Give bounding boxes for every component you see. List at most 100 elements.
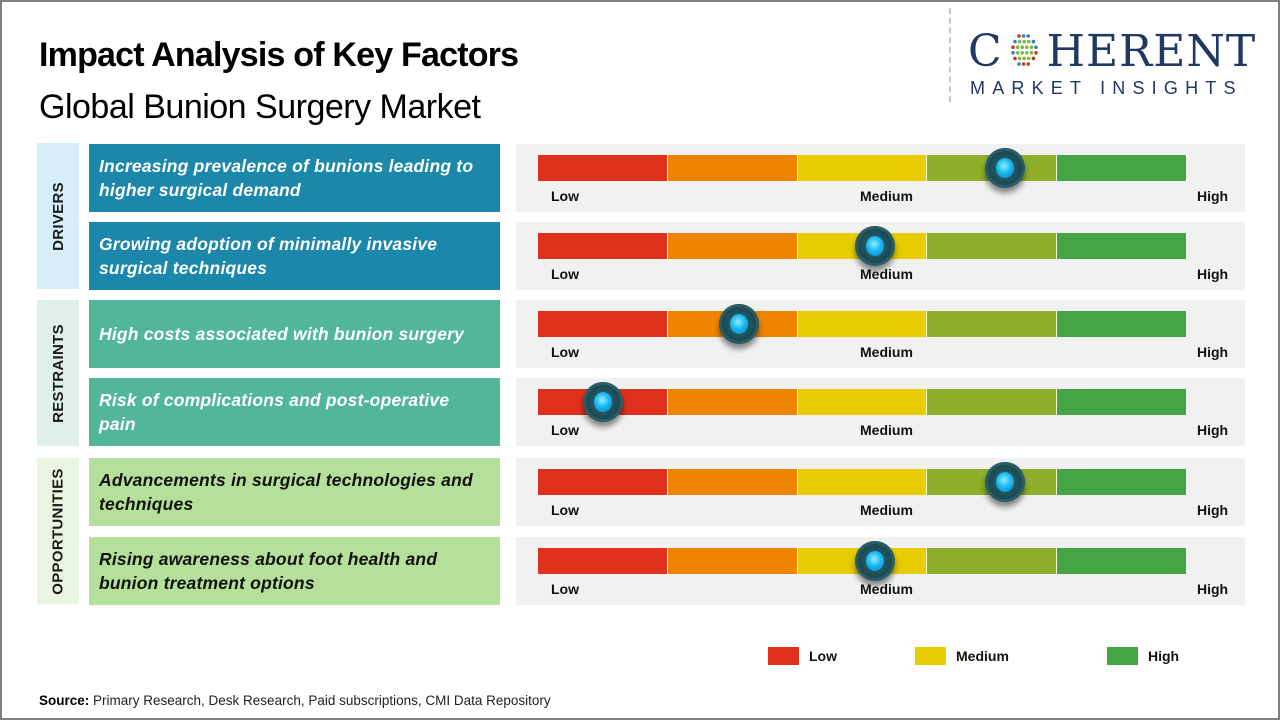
factor-box: Rising awareness about foot health and b… [89, 537, 500, 605]
factor-box: Risk of complications and post-operative… [89, 378, 500, 446]
globe-dot [1015, 51, 1020, 55]
globe-dots-icon [1010, 34, 1038, 66]
scale-segment-3 [797, 311, 928, 337]
globe-dot [1020, 51, 1024, 55]
factor-box: Advancements in surgical technologies an… [89, 458, 500, 526]
scale-label-med: Medium [860, 422, 913, 438]
globe-dot [1012, 39, 1017, 44]
impact-indicator-knob [984, 462, 1025, 502]
scale-label-low: Low [551, 581, 579, 597]
scale-label-high: High [1197, 581, 1229, 597]
impact-scale-bar [538, 155, 1186, 181]
scale-segment-4 [927, 548, 1058, 574]
scale-segment-2 [667, 233, 798, 259]
impact-gauge: Low Medium High [516, 537, 1245, 605]
scale-segment-5 [1057, 389, 1186, 415]
globe-dot [1029, 45, 1033, 49]
scale-label-low: Low [551, 422, 579, 438]
category-restraints: RESTRAINTS [37, 300, 79, 446]
impact-indicator-knob [984, 148, 1025, 188]
category-label: DRIVERS [49, 181, 67, 251]
scale-segment-1 [538, 469, 668, 495]
scale-segment-5 [1057, 548, 1186, 574]
scale-segment-4 [927, 233, 1058, 259]
scale-label-high: High [1197, 344, 1229, 360]
scale-segment-2 [667, 548, 798, 574]
scale-segment-5 [1057, 311, 1186, 337]
globe-dot [1017, 56, 1022, 61]
page-subtitle: Global Bunion Surgery Market [39, 88, 481, 126]
scale-segment-4 [927, 311, 1058, 337]
logo-divider [949, 8, 951, 102]
legend-item-medium: Medium [915, 647, 1009, 665]
impact-gauge: Low Medium High [516, 222, 1245, 290]
scale-label-high: High [1197, 422, 1229, 438]
scale-segment-1 [538, 311, 668, 337]
legend-swatch-medium [915, 647, 946, 665]
globe-dot [1010, 45, 1015, 49]
globe-dot [1031, 56, 1035, 61]
legend-label: High [1148, 648, 1180, 664]
category-label: RESTRAINTS [49, 323, 67, 423]
impact-gauge: Low Medium High [516, 144, 1245, 212]
scale-label-low: Low [551, 502, 579, 518]
globe-dot [1020, 45, 1024, 49]
legend-label: Medium [956, 648, 1009, 664]
globe-dot [1026, 56, 1031, 61]
scale-label-low: Low [551, 266, 579, 282]
globe-dot [1031, 39, 1035, 44]
globe-dot [1016, 62, 1021, 66]
scale-segment-2 [667, 155, 798, 181]
scale-segment-5 [1057, 469, 1186, 495]
scale-label-med: Medium [860, 266, 913, 282]
impact-scale-bar [538, 389, 1186, 415]
scale-label-low: Low [551, 344, 579, 360]
scale-segment-4 [927, 389, 1058, 415]
coherent-logo: C HERENT MARKET INSIGHTS [968, 28, 1263, 100]
legend-swatch-low [768, 647, 799, 665]
globe-dot [1021, 62, 1026, 66]
scale-segment-1 [538, 233, 668, 259]
scale-label-high: High [1197, 502, 1229, 518]
factor-box: High costs associated with bunion surger… [89, 300, 500, 368]
scale-label-med: Medium [860, 188, 913, 204]
globe-dot [1024, 51, 1029, 55]
globe-dot [1017, 39, 1022, 44]
globe-dot [1012, 56, 1017, 61]
scale-label-med: Medium [860, 581, 913, 597]
category-drivers: DRIVERS [37, 143, 79, 289]
logo-tagline: MARKET INSIGHTS [970, 78, 1243, 98]
impact-indicator-knob [854, 226, 895, 266]
impact-gauge: Low Medium High [516, 458, 1245, 526]
logo-wordmark: C HERENT [968, 28, 1256, 76]
scale-segment-1 [538, 155, 668, 181]
impact-indicator-knob [582, 382, 623, 422]
scale-label-low: Low [551, 188, 579, 204]
source-label: Source: [39, 693, 90, 708]
scale-segment-1 [538, 548, 668, 574]
impact-scale-bar [538, 469, 1186, 495]
globe-dot [1024, 45, 1029, 49]
source-note: Source: Primary Research, Desk Research,… [39, 693, 551, 708]
factor-box: Growing adoption of minimally invasive s… [89, 222, 500, 290]
impact-gauge: Low Medium High [516, 378, 1245, 446]
category-label: OPPORTUNITIES [49, 467, 67, 595]
logo-letters: HERENT [1046, 26, 1257, 77]
scale-segment-3 [797, 389, 928, 415]
globe-dot [1026, 39, 1031, 44]
scale-segment-2 [667, 389, 798, 415]
globe-dot [1029, 51, 1033, 55]
globe-dot [1021, 34, 1026, 38]
globe-dot [1015, 45, 1020, 49]
globe-dot [1022, 56, 1026, 61]
globe-dot [1022, 39, 1026, 44]
impact-indicator-knob [854, 541, 895, 581]
impact-indicator-knob [718, 304, 759, 344]
impact-gauge: Low Medium High [516, 300, 1245, 368]
source-text: Primary Research, Desk Research, Paid su… [89, 693, 551, 708]
legend-swatch-high [1107, 647, 1138, 665]
globe-dot [1010, 51, 1015, 55]
scale-label-med: Medium [860, 344, 913, 360]
globe-dot [1026, 62, 1030, 66]
